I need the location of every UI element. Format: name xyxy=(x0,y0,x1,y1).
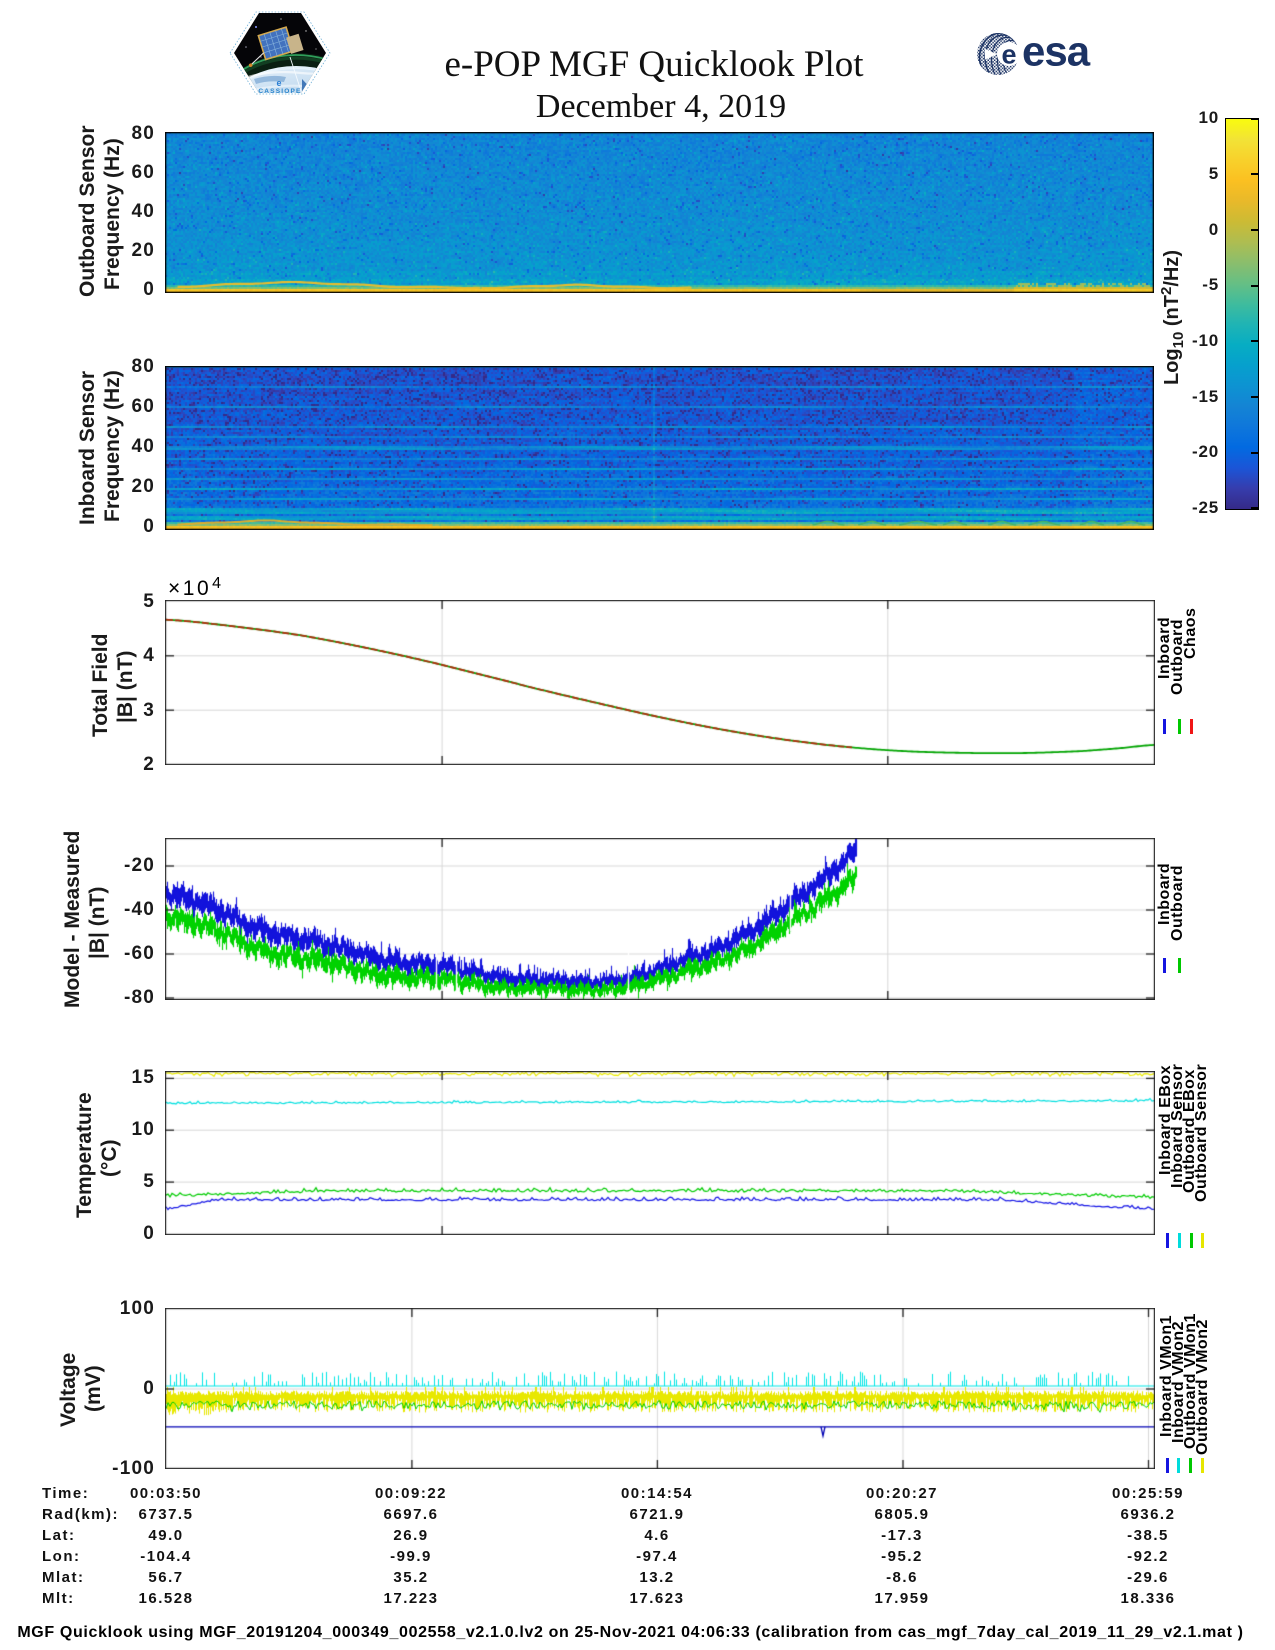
svg-text:CASSIOPE: CASSIOPE xyxy=(258,88,301,95)
svg-text:e: e xyxy=(1001,40,1016,70)
svg-text:esa: esa xyxy=(1022,29,1091,75)
svg-text:e: e xyxy=(276,78,281,88)
